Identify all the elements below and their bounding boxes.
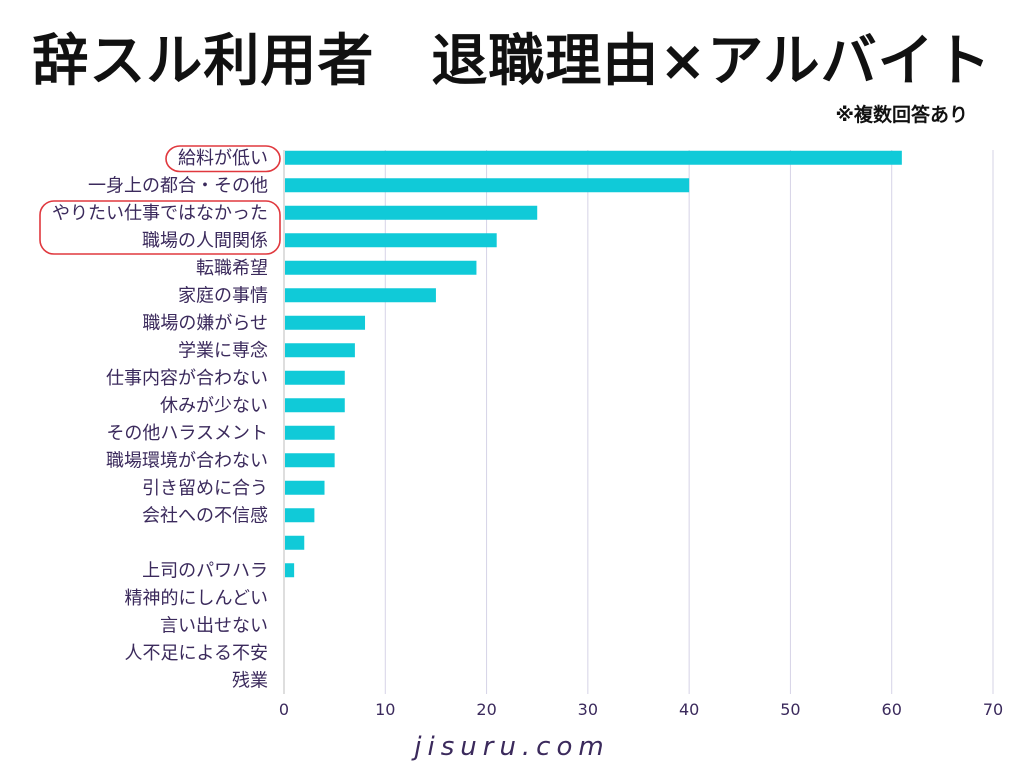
bar-11 bbox=[285, 453, 335, 468]
bar-10 bbox=[285, 425, 335, 440]
category-label-17: 言い出せない bbox=[160, 615, 268, 636]
category-label-13: 会社への不信感 bbox=[142, 505, 268, 526]
category-label-0: 給料が低い bbox=[178, 148, 268, 169]
highlight-outline-1 bbox=[39, 200, 281, 255]
bar-7 bbox=[285, 343, 355, 358]
x-tick-40: 40 bbox=[679, 700, 699, 719]
category-label-7: 学業に専念 bbox=[178, 339, 268, 361]
bar-4 bbox=[285, 260, 477, 275]
bar-12 bbox=[285, 480, 325, 495]
bar-0 bbox=[285, 150, 902, 165]
category-label-8: 仕事内容が合わない bbox=[106, 368, 268, 389]
category-label-6: 職場の嫌がらせ bbox=[142, 313, 268, 334]
x-tick-60: 60 bbox=[882, 700, 902, 719]
bar-1 bbox=[285, 178, 690, 193]
category-label-3: 職場の人間関係 bbox=[142, 230, 268, 251]
category-label-15: 上司のパワハラ bbox=[142, 560, 268, 581]
grid-lines bbox=[384, 150, 994, 694]
highlight-outlines bbox=[39, 145, 281, 255]
x-tick-70: 70 bbox=[983, 700, 1003, 719]
highlight-outline-0 bbox=[165, 145, 281, 173]
site-footer: jisuru.com bbox=[414, 732, 610, 762]
bar-13 bbox=[285, 508, 315, 523]
x-tick-20: 20 bbox=[476, 700, 496, 719]
category-labels: 給料が低い一身上の都合・その他やりたい仕事ではなかった職場の人間関係転職希望家庭… bbox=[52, 148, 268, 692]
bar-3 bbox=[285, 233, 497, 248]
category-label-4: 転職希望 bbox=[196, 258, 268, 279]
bar-8 bbox=[285, 370, 345, 385]
category-label-1: 一身上の都合・その他 bbox=[88, 175, 268, 196]
bar-6 bbox=[285, 315, 366, 330]
x-tick-0: 0 bbox=[279, 700, 289, 719]
x-tick-10: 10 bbox=[375, 700, 395, 719]
category-label-16: 精神的にしんどい bbox=[125, 588, 268, 609]
category-label-9: 休みが少ない bbox=[160, 395, 268, 416]
category-label-11: 職場環境が合わない bbox=[106, 450, 268, 471]
category-label-18: 人不足による不安 bbox=[125, 643, 268, 664]
chart-title: 辞スル利用者 退職理由×アルバイト bbox=[32, 29, 992, 94]
category-label-5: 家庭の事情 bbox=[178, 285, 268, 306]
bar-5 bbox=[285, 288, 436, 303]
category-label-12: 引き留めに合う bbox=[142, 478, 268, 499]
category-label-19: 残業 bbox=[232, 670, 268, 691]
category-label-10: その他ハラスメント bbox=[106, 423, 268, 444]
bar-15 bbox=[285, 563, 295, 578]
bar-9 bbox=[285, 398, 345, 413]
bar-14 bbox=[285, 535, 305, 550]
multiple-answers-note: ※複数回答あり bbox=[835, 104, 968, 126]
x-tick-50: 50 bbox=[780, 700, 800, 719]
bar-2 bbox=[285, 205, 538, 220]
x-tick-labels: 0 10 20 30 40 50 60 70 bbox=[279, 700, 1003, 719]
bars bbox=[285, 150, 902, 578]
x-tick-30: 30 bbox=[578, 700, 598, 719]
category-label-2: やりたい仕事ではなかった bbox=[52, 203, 268, 224]
